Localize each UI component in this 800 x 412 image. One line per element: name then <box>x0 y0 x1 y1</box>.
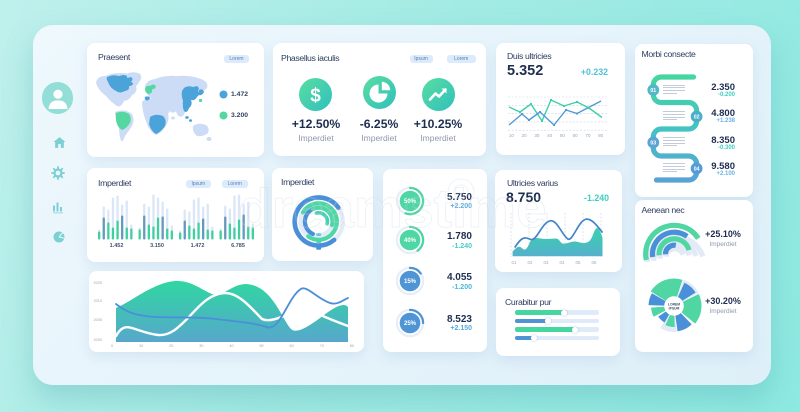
svg-text:25%: 25% <box>403 321 416 327</box>
svg-text:03: 03 <box>650 141 656 147</box>
svg-text:50%: 50% <box>403 199 416 205</box>
svg-text:LOREM: LOREM <box>668 303 680 307</box>
svg-text:02: 02 <box>694 115 700 121</box>
svg-text:40%: 40% <box>403 238 416 244</box>
svg-text:01: 01 <box>650 88 656 94</box>
svg-text:$: $ <box>310 85 321 106</box>
svg-text:IPSUM: IPSUM <box>669 307 680 311</box>
svg-text:04: 04 <box>694 167 700 173</box>
svg-text:15%: 15% <box>403 279 416 285</box>
